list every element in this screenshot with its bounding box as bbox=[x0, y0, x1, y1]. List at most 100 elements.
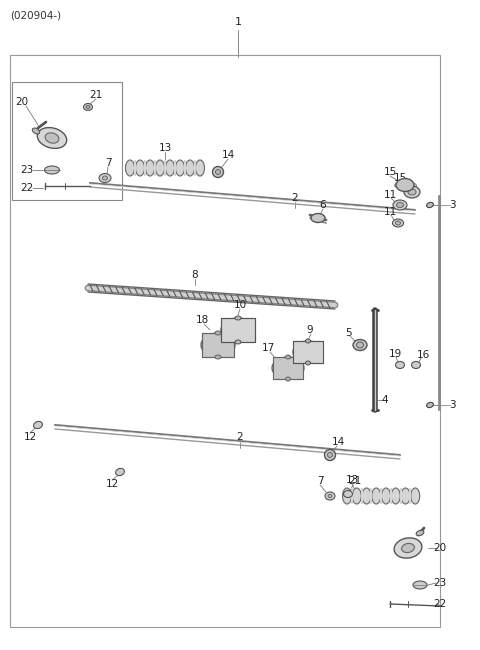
Ellipse shape bbox=[404, 186, 420, 198]
Text: 1: 1 bbox=[235, 17, 241, 27]
Ellipse shape bbox=[215, 355, 221, 359]
Ellipse shape bbox=[135, 160, 144, 176]
Ellipse shape bbox=[216, 170, 220, 174]
Text: 7: 7 bbox=[317, 476, 324, 486]
Ellipse shape bbox=[411, 488, 420, 504]
Text: 15: 15 bbox=[394, 173, 407, 183]
Ellipse shape bbox=[396, 361, 405, 369]
Text: 20: 20 bbox=[433, 543, 446, 553]
Text: 9: 9 bbox=[307, 325, 313, 335]
Text: 12: 12 bbox=[24, 432, 36, 442]
Text: 23: 23 bbox=[20, 165, 34, 175]
Ellipse shape bbox=[343, 488, 351, 504]
Text: 2: 2 bbox=[292, 193, 298, 203]
Ellipse shape bbox=[145, 160, 155, 176]
Ellipse shape bbox=[116, 469, 124, 476]
Text: 7: 7 bbox=[105, 158, 111, 168]
Bar bbox=[164, 160, 166, 176]
Ellipse shape bbox=[401, 488, 410, 504]
Ellipse shape bbox=[235, 316, 241, 320]
Text: 11: 11 bbox=[384, 190, 396, 200]
Text: 21: 21 bbox=[89, 90, 103, 100]
Text: 2: 2 bbox=[237, 432, 243, 442]
Text: 22: 22 bbox=[433, 599, 446, 609]
Ellipse shape bbox=[305, 361, 311, 365]
Bar bbox=[351, 488, 353, 504]
Text: 18: 18 bbox=[195, 315, 209, 325]
Ellipse shape bbox=[344, 491, 352, 497]
Bar bbox=[134, 160, 136, 176]
Text: 3: 3 bbox=[449, 200, 456, 210]
Bar bbox=[371, 488, 372, 504]
Ellipse shape bbox=[45, 166, 60, 174]
Ellipse shape bbox=[427, 202, 433, 207]
Bar bbox=[184, 160, 186, 176]
Text: 5: 5 bbox=[345, 328, 351, 338]
Ellipse shape bbox=[413, 581, 427, 589]
Ellipse shape bbox=[125, 160, 134, 176]
Ellipse shape bbox=[176, 160, 184, 176]
Text: 8: 8 bbox=[192, 270, 198, 280]
Ellipse shape bbox=[411, 361, 420, 369]
Ellipse shape bbox=[324, 450, 336, 460]
Bar bbox=[380, 488, 382, 504]
Text: 20: 20 bbox=[15, 97, 29, 107]
Bar bbox=[390, 488, 392, 504]
Text: (020904-): (020904-) bbox=[10, 10, 61, 20]
Ellipse shape bbox=[293, 341, 323, 363]
Bar bbox=[154, 160, 156, 176]
Bar bbox=[293, 341, 323, 363]
Ellipse shape bbox=[213, 166, 224, 177]
Ellipse shape bbox=[32, 128, 40, 134]
Ellipse shape bbox=[201, 333, 235, 357]
Text: 11: 11 bbox=[384, 207, 396, 217]
Ellipse shape bbox=[325, 492, 335, 500]
Ellipse shape bbox=[185, 160, 194, 176]
Text: 13: 13 bbox=[346, 475, 359, 485]
Ellipse shape bbox=[396, 179, 414, 192]
Ellipse shape bbox=[393, 219, 404, 227]
Text: 19: 19 bbox=[388, 349, 402, 359]
Ellipse shape bbox=[286, 377, 290, 381]
Ellipse shape bbox=[353, 339, 367, 350]
Text: 12: 12 bbox=[106, 479, 119, 489]
Bar bbox=[174, 160, 176, 176]
Ellipse shape bbox=[45, 133, 59, 143]
Bar bbox=[221, 318, 255, 342]
Text: 17: 17 bbox=[262, 343, 275, 353]
Ellipse shape bbox=[34, 421, 42, 428]
Text: 14: 14 bbox=[331, 437, 345, 447]
Ellipse shape bbox=[352, 488, 361, 504]
Ellipse shape bbox=[311, 213, 325, 222]
Text: 13: 13 bbox=[158, 143, 172, 153]
Bar bbox=[360, 488, 362, 504]
Ellipse shape bbox=[362, 488, 371, 504]
Ellipse shape bbox=[327, 452, 333, 458]
Ellipse shape bbox=[156, 160, 165, 176]
Text: 6: 6 bbox=[320, 200, 326, 210]
Ellipse shape bbox=[382, 488, 391, 504]
Ellipse shape bbox=[195, 160, 204, 176]
Ellipse shape bbox=[86, 105, 90, 109]
Ellipse shape bbox=[328, 495, 332, 497]
Bar bbox=[194, 160, 196, 176]
Ellipse shape bbox=[427, 402, 433, 408]
Bar bbox=[202, 333, 234, 357]
Ellipse shape bbox=[286, 355, 290, 359]
Ellipse shape bbox=[416, 530, 424, 536]
Bar bbox=[409, 488, 411, 504]
Ellipse shape bbox=[84, 103, 93, 111]
Ellipse shape bbox=[393, 200, 407, 210]
Text: 4: 4 bbox=[382, 395, 388, 405]
Ellipse shape bbox=[372, 488, 381, 504]
Ellipse shape bbox=[396, 221, 400, 225]
Ellipse shape bbox=[394, 538, 422, 558]
Text: 14: 14 bbox=[221, 150, 235, 160]
Ellipse shape bbox=[221, 318, 255, 342]
Ellipse shape bbox=[99, 174, 111, 183]
Text: 10: 10 bbox=[233, 300, 247, 310]
Ellipse shape bbox=[37, 127, 67, 148]
Bar bbox=[438, 195, 440, 410]
Text: 23: 23 bbox=[433, 578, 446, 588]
Text: 22: 22 bbox=[20, 183, 34, 193]
